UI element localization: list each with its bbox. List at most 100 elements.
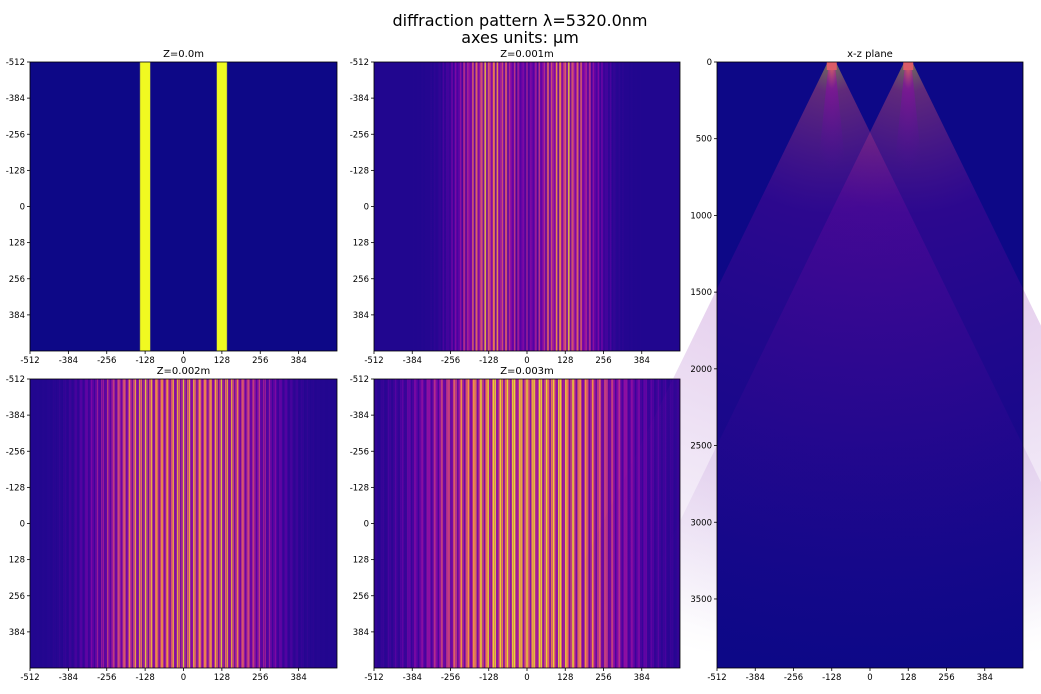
x-tick-label: -512	[364, 673, 383, 683]
x-tick-label: 0	[524, 673, 529, 683]
intensity-field	[374, 62, 680, 351]
panels-group: Z=0.0m -512 -384 -256 -128 0 128 256 384 -512 -384…	[6, 49, 1041, 683]
y-tick-label: -384	[350, 411, 369, 421]
panel-2: Z=0.001m -512 -384 -256 -128 0 128 256 384 -512 -3…	[350, 49, 681, 366]
x-tick-label: 128	[557, 356, 573, 366]
x-tick-label: 384	[977, 673, 993, 683]
x-tick-label: 128	[557, 673, 573, 683]
figure-title-line1: diffraction pattern λ=5320.0nm	[393, 11, 648, 30]
x-tick-label: 256	[252, 356, 268, 366]
y-tick-label: 384	[9, 311, 25, 321]
panel-title: x-z plane	[847, 49, 893, 60]
slit-source	[903, 62, 914, 70]
y-tick-label: 384	[353, 628, 369, 638]
x-tick-label: 384	[291, 356, 307, 366]
y-tick-label: 2000	[690, 365, 712, 375]
x-tick-label: 384	[291, 673, 307, 683]
y-tick-label: 384	[353, 311, 369, 321]
y-tick-label: 256	[9, 592, 25, 602]
y-tick-label: 256	[9, 275, 25, 285]
y-tick-label: -128	[6, 483, 25, 493]
panel-title: Z=0.001m	[500, 49, 554, 60]
panel-1: Z=0.0m -512 -384 -256 -128 0 128 256 384 -512 -384…	[6, 49, 338, 366]
y-tick-label: -512	[6, 375, 25, 385]
beam-cone	[608, 62, 1041, 668]
intensity-field	[30, 62, 337, 351]
y-tick-label: -512	[350, 58, 369, 68]
x-tick-label: 128	[214, 356, 230, 366]
x-tick-label: 384	[634, 673, 650, 683]
y-tick-label: -256	[6, 447, 25, 457]
y-tick-label: 128	[353, 239, 369, 249]
x-tick-label: -384	[403, 673, 422, 683]
y-tick-label: 384	[9, 628, 25, 638]
x-tick-label: -128	[135, 356, 154, 366]
x-tick-label: -512	[20, 356, 39, 366]
panel-5: x-z plane -512 -384 -256 -128 0 128 256 384 0 500 1…	[531, 49, 1041, 683]
y-tick-label: 500	[696, 135, 712, 145]
x-tick-label: 256	[595, 356, 611, 366]
y-tick-label: 128	[9, 556, 25, 566]
x-tick-label: -512	[20, 673, 39, 683]
y-tick-label: 2500	[690, 442, 712, 452]
x-tick-label: -128	[479, 356, 498, 366]
y-tick-label: -256	[350, 447, 369, 457]
y-tick-label: -128	[6, 166, 25, 176]
x-tick-label: -128	[479, 673, 498, 683]
y-tick-label: 0	[20, 203, 25, 213]
x-tick-label: 0	[867, 673, 872, 683]
y-tick-label: -384	[6, 411, 25, 421]
y-tick-label: 128	[353, 556, 369, 566]
x-tick-label: 256	[252, 673, 268, 683]
y-tick-label: 0	[20, 520, 25, 530]
y-tick-label: 256	[353, 592, 369, 602]
y-tick-label: -256	[6, 130, 25, 140]
y-tick-label: 3000	[690, 518, 712, 528]
x-tick-label: -256	[441, 673, 460, 683]
y-tick-label: 3500	[690, 595, 712, 605]
panel-3: Z=0.002m -512 -384 -256 -128 0 128 256 384 -512 -3…	[6, 366, 338, 683]
x-tick-label: -384	[403, 356, 422, 366]
y-tick-label: 1000	[690, 211, 712, 221]
panel-title: Z=0.002m	[157, 366, 211, 377]
y-tick-label: -128	[350, 166, 369, 176]
x-tick-label: 0	[524, 356, 529, 366]
x-tick-label: 0	[181, 356, 186, 366]
y-tick-label: 0	[707, 58, 712, 68]
y-tick-label: 256	[353, 275, 369, 285]
slit-source	[826, 62, 837, 70]
x-tick-label: 0	[181, 673, 186, 683]
panel-title: Z=0.0m	[163, 49, 204, 60]
y-tick-label: 128	[9, 239, 25, 249]
y-tick-label: -512	[350, 375, 369, 385]
x-tick-label: -256	[97, 673, 116, 683]
y-tick-label: 0	[364, 203, 369, 213]
x-tick-label: 384	[634, 356, 650, 366]
x-tick-label: -384	[59, 673, 78, 683]
y-tick-label: -384	[6, 94, 25, 104]
x-tick-label: -256	[441, 356, 460, 366]
y-tick-label: 0	[364, 520, 369, 530]
panel-title: Z=0.003m	[500, 366, 554, 377]
x-tick-label: 256	[595, 673, 611, 683]
x-tick-label: -384	[59, 356, 78, 366]
x-tick-label: -128	[135, 673, 154, 683]
x-tick-label: -128	[822, 673, 841, 683]
x-tick-label: -384	[746, 673, 765, 683]
y-tick-label: -384	[350, 94, 369, 104]
x-tick-label: -512	[364, 356, 383, 366]
x-tick-label: 128	[214, 673, 230, 683]
x-tick-label: 256	[938, 673, 954, 683]
figure-title-line2: axes units: μm	[461, 28, 579, 47]
beam-core	[894, 62, 923, 170]
y-tick-label: -256	[350, 130, 369, 140]
x-tick-label: -512	[707, 673, 726, 683]
x-tick-label: -256	[97, 356, 116, 366]
y-tick-label: 1500	[690, 288, 712, 298]
x-tick-label: -256	[784, 673, 803, 683]
y-tick-label: -512	[6, 58, 25, 68]
intensity-field	[30, 379, 337, 668]
y-tick-label: -128	[350, 483, 369, 493]
x-tick-label: 128	[900, 673, 916, 683]
